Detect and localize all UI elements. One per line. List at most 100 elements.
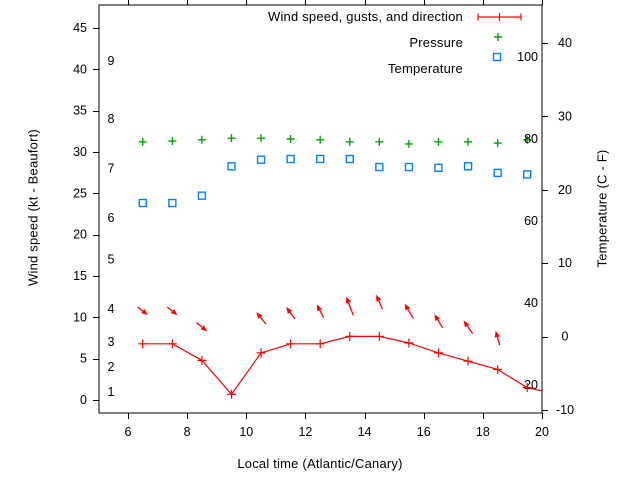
wind-direction-arrow-shaft	[166, 306, 173, 312]
kt-tick-label: 25	[73, 186, 87, 200]
legend-pressure-marker	[494, 33, 502, 41]
temperature-point	[227, 162, 236, 171]
wind-direction-arrow-shaft	[259, 316, 267, 325]
temp-tick-label: 10	[558, 256, 572, 270]
legend-label-pressure: Pressure	[409, 35, 463, 50]
legend-wind-sample	[477, 13, 522, 21]
wind-direction-arrow-shaft	[196, 322, 203, 328]
wind-direction-arrow-shaft	[378, 300, 384, 310]
x-tick-label: 14	[358, 425, 372, 439]
pressure-point	[345, 137, 354, 146]
legend-item-wind: Wind speed, gusts, and direction	[268, 10, 463, 30]
wind-point	[197, 355, 207, 365]
inner-scale-label: 60	[524, 214, 538, 228]
temperature-point	[523, 170, 532, 179]
pressure-point	[434, 137, 443, 146]
wind-direction-arrow-shaft	[347, 302, 354, 316]
inner-scale-label: 100	[517, 50, 538, 64]
temperature-point	[463, 162, 473, 171]
wind-direction-arrow-head	[376, 294, 382, 302]
temperature-point	[404, 162, 414, 172]
legend-label-wind: Wind speed, gusts, and direction	[267, 9, 463, 24]
inner-scale-label: 40	[524, 296, 538, 310]
pressure-point	[316, 135, 325, 144]
wind-direction-arrow-shaft	[466, 325, 474, 334]
temperature-point	[286, 154, 295, 164]
x-tick-label: 12	[298, 425, 312, 439]
kt-tick-label: 40	[73, 62, 87, 76]
wind-direction-arrow-shaft	[137, 306, 144, 312]
kt-tick-label: 35	[73, 104, 87, 118]
beaufort-label: 2	[108, 360, 115, 374]
temp-tick-label: 20	[558, 183, 572, 197]
wind-speed-line	[142, 335, 543, 396]
wind-point	[433, 348, 443, 358]
wind-direction-arrow-shaft	[319, 309, 325, 318]
wind-point	[226, 389, 236, 399]
wind-direction-arrow-shaft	[437, 319, 444, 329]
wind-direction-arrow-head	[286, 307, 293, 314]
x-tick-label: 6	[125, 425, 132, 439]
pressure-point	[286, 134, 295, 143]
pressure-point	[493, 139, 502, 148]
legend: Wind speed, gusts, and direction Pressur…	[268, 10, 463, 82]
wind-direction-arrow-head	[170, 308, 178, 316]
wind-direction-arrow-head	[404, 303, 411, 311]
x-tick-label: 10	[239, 425, 253, 439]
temperature-point	[493, 168, 502, 178]
beaufort-label: 1	[108, 385, 115, 399]
pressure-point	[523, 135, 532, 144]
beaufort-label: 3	[108, 335, 115, 349]
wind-point	[286, 339, 296, 349]
beaufort-label: 8	[108, 112, 115, 126]
legend-temperature-marker	[492, 52, 502, 62]
kt-tick-label: 5	[80, 352, 87, 366]
pressure-point	[257, 134, 266, 143]
pressure-point	[138, 137, 147, 146]
legend-label-temperature: Temperature	[387, 61, 463, 76]
beaufort-label: 4	[108, 302, 115, 316]
wind-point	[256, 348, 266, 358]
wind-point	[463, 356, 473, 366]
wind-direction-arrow-head	[346, 296, 352, 304]
temperature-point	[256, 155, 266, 164]
wind-direction-arrow-shaft	[289, 311, 296, 320]
beaufort-label: 7	[108, 162, 115, 176]
wind-direction-arrow-shaft	[496, 336, 501, 346]
pressure-point	[404, 139, 413, 148]
pressure-point	[464, 137, 473, 146]
pressure-point	[375, 137, 384, 146]
wind-point	[315, 339, 325, 349]
wind-point	[345, 331, 355, 341]
temperature-point	[138, 198, 147, 208]
legend-item-pressure: Pressure	[268, 36, 463, 56]
pressure-point	[168, 137, 177, 146]
wind-point	[404, 338, 414, 348]
x-tick-label: 16	[417, 425, 431, 439]
wind-direction-arrow-head	[434, 314, 440, 322]
temp-tick-label: 0	[562, 330, 569, 344]
temperature-point	[375, 162, 384, 172]
temp-tick-label: 30	[558, 109, 572, 123]
temperature-point	[316, 154, 325, 164]
pressure-point	[197, 135, 206, 144]
legend-item-temperature: Temperature	[268, 62, 463, 82]
wind-point	[522, 383, 532, 393]
wind-point	[138, 339, 148, 349]
temperature-point	[434, 163, 443, 172]
kt-tick-label: 45	[73, 21, 87, 35]
beaufort-label: 9	[108, 54, 115, 68]
wind-point	[374, 331, 384, 341]
kt-tick-label: 15	[73, 269, 87, 283]
wind-direction-arrow-head	[200, 325, 208, 332]
plot-border	[98, 4, 543, 414]
temp-tick-label: -10	[556, 403, 574, 417]
wind-point	[493, 364, 503, 374]
temperature-point	[168, 198, 177, 208]
kt-tick-label: 0	[80, 393, 87, 407]
wind-direction-arrow-head	[494, 330, 500, 338]
kt-tick-label: 30	[73, 145, 87, 159]
x-tick-label: 18	[476, 425, 490, 439]
